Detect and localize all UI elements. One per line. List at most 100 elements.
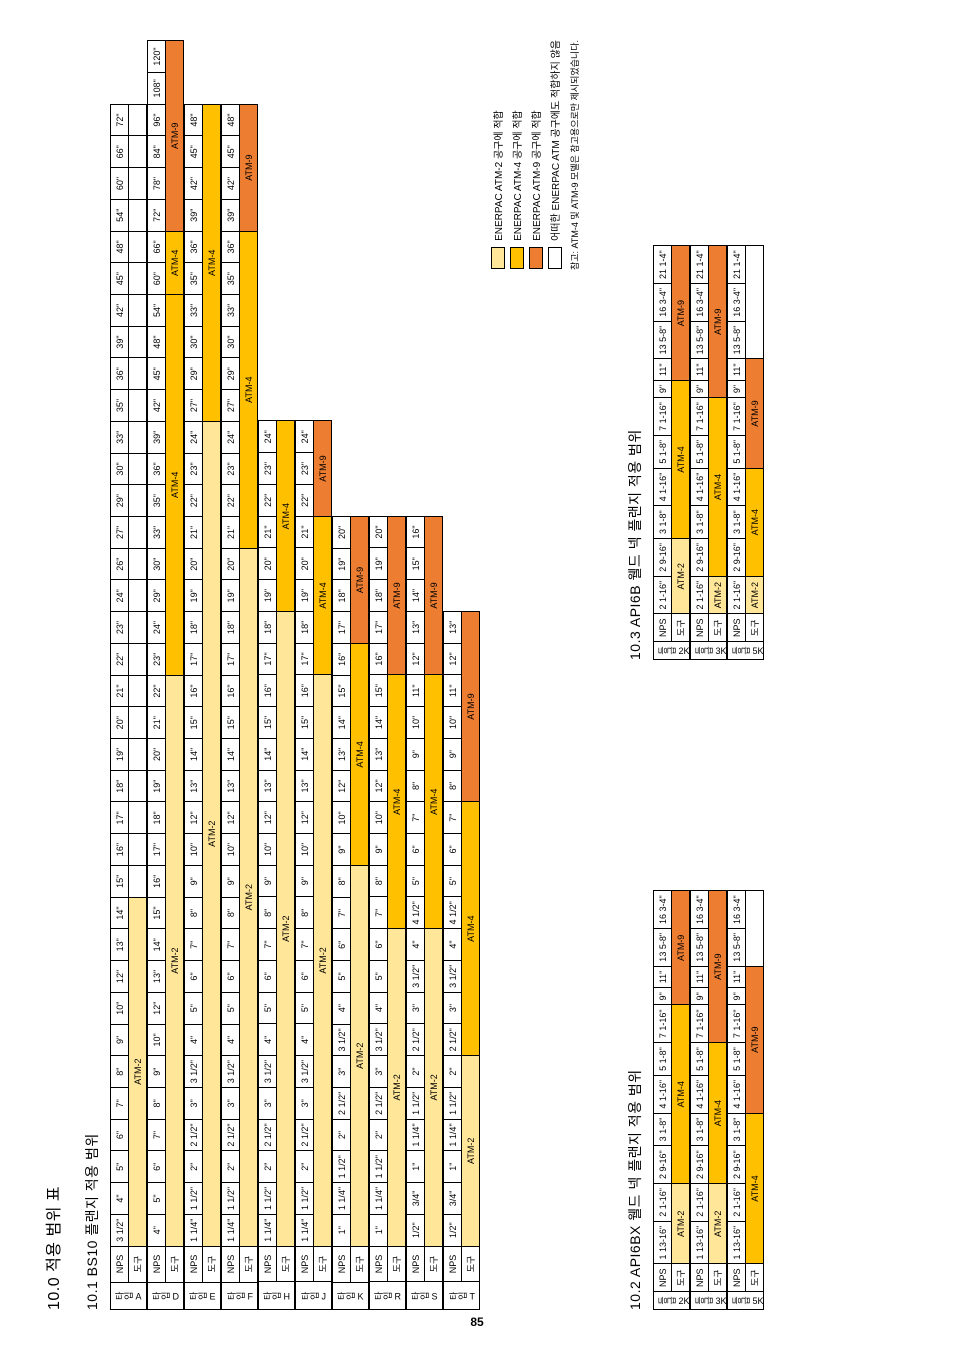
size-cell: 3" bbox=[222, 1087, 240, 1119]
size-cell: 16" bbox=[296, 675, 314, 707]
api6b-container: 등급 2KNPS2 1-16"2 9-16"3 1-8"4 1-16"5 1-8… bbox=[653, 40, 764, 660]
size-cell: 6" bbox=[333, 929, 351, 961]
size-cell: 4 1-16" bbox=[691, 1075, 709, 1113]
tool-range-cell: ATM-4 bbox=[746, 1113, 764, 1264]
size-cell: 16 3-4" bbox=[728, 283, 746, 321]
size-cell: 17" bbox=[222, 643, 240, 675]
size-cell: 24" bbox=[111, 580, 129, 612]
size-cell: 33" bbox=[185, 295, 203, 327]
size-cell: 8" bbox=[185, 897, 203, 929]
size-cell: 36" bbox=[185, 231, 203, 263]
tool-range-cell: ATM-2 bbox=[388, 929, 406, 1246]
size-cell: 10" bbox=[222, 834, 240, 866]
size-cell: 13" bbox=[444, 611, 462, 643]
api-grade-label: 등급 3K bbox=[691, 642, 727, 660]
size-cell: 60" bbox=[111, 168, 129, 200]
bs10-type-label: 타입 R bbox=[370, 1282, 406, 1310]
size-cell: 1" bbox=[370, 1214, 388, 1246]
empty-cell bbox=[129, 199, 147, 231]
size-cell: 6" bbox=[407, 833, 425, 865]
size-cell: 48" bbox=[222, 104, 240, 136]
size-cell: 1 1/2" bbox=[222, 1183, 240, 1215]
bs10-type-label: 타입 J bbox=[296, 1282, 332, 1310]
size-cell: 45" bbox=[222, 136, 240, 168]
size-cell: 72" bbox=[148, 199, 166, 231]
size-cell: 16" bbox=[111, 834, 129, 866]
size-cell: 5" bbox=[370, 960, 388, 992]
empty-cell bbox=[129, 168, 147, 200]
size-cell: 12" bbox=[296, 802, 314, 834]
size-cell: 7" bbox=[407, 802, 425, 834]
size-cell: 23" bbox=[148, 643, 166, 675]
size-cell: 15" bbox=[296, 707, 314, 739]
tool-range-cell: ATM-2 bbox=[314, 675, 332, 1246]
size-cell: 18" bbox=[148, 802, 166, 834]
size-cell: 13" bbox=[407, 611, 425, 643]
size-cell: 9" bbox=[222, 865, 240, 897]
size-cell: 19" bbox=[370, 548, 388, 580]
size-cell: 3 1/2" bbox=[444, 960, 462, 992]
size-cell: 3 1-8" bbox=[654, 1113, 672, 1146]
size-cell: 12" bbox=[370, 770, 388, 802]
size-cell: 2" bbox=[296, 1151, 314, 1183]
tool-range-cell: ATM-2 bbox=[672, 1184, 690, 1264]
empty-cell bbox=[129, 770, 147, 802]
tool-label: 도구 bbox=[351, 1246, 369, 1282]
tool-range-cell: ATM-2 bbox=[425, 929, 443, 1246]
size-cell: 36" bbox=[222, 231, 240, 263]
size-cell: 39" bbox=[185, 199, 203, 231]
nps-label: NPS bbox=[259, 1246, 277, 1282]
size-cell: 8" bbox=[222, 897, 240, 929]
size-cell: 36" bbox=[148, 453, 166, 485]
empty-cell bbox=[129, 231, 147, 263]
size-cell: 15" bbox=[370, 675, 388, 707]
size-cell: 5" bbox=[444, 865, 462, 897]
size-cell: 54" bbox=[111, 199, 129, 231]
size-cell: 9" bbox=[296, 865, 314, 897]
size-cell: 48" bbox=[148, 326, 166, 358]
size-cell: 22" bbox=[185, 485, 203, 517]
size-cell: 17" bbox=[333, 612, 351, 644]
size-cell: 8" bbox=[148, 1087, 166, 1119]
size-cell: 3" bbox=[370, 1056, 388, 1088]
api-grade-label: 등급 2K bbox=[654, 1292, 690, 1310]
bs10-type-label: 타입 E bbox=[185, 1282, 221, 1309]
size-cell: 7" bbox=[185, 929, 203, 961]
size-cell: 1 1/4" bbox=[185, 1214, 203, 1246]
size-cell: 14" bbox=[185, 739, 203, 771]
size-cell: 14" bbox=[111, 897, 129, 929]
size-cell: 96" bbox=[148, 104, 166, 136]
size-cell: 10" bbox=[444, 707, 462, 739]
size-cell: 18" bbox=[111, 770, 129, 802]
size-cell: 36" bbox=[111, 358, 129, 390]
size-cell: 1 1/2" bbox=[333, 1151, 351, 1183]
size-cell: 20" bbox=[148, 739, 166, 771]
size-cell: 10" bbox=[259, 833, 277, 865]
size-cell: 20" bbox=[333, 517, 351, 549]
bs10-table-F: 타입 FNPS1 1/4"1 1/2"2"2 1/2"3"3 1/2"4"5"6… bbox=[221, 40, 258, 1310]
size-cell: 12" bbox=[185, 802, 203, 834]
nps-label: NPS bbox=[407, 1246, 425, 1282]
size-cell: 21 1-4" bbox=[728, 246, 746, 284]
size-cell: 4 1-16" bbox=[691, 468, 709, 506]
size-cell: 1" bbox=[407, 1151, 425, 1183]
size-cell: 11" bbox=[654, 359, 672, 381]
bs10-table-E: 타입 ENPS1 1/4"1 1/2"2"2 1/2"3"3 1/2"4"5"6… bbox=[184, 40, 221, 1310]
tool-range-cell: ATM-4 bbox=[709, 398, 727, 577]
size-cell: 11" bbox=[654, 966, 672, 988]
size-cell: 10" bbox=[111, 992, 129, 1024]
size-cell: 1 1/2" bbox=[259, 1183, 277, 1215]
size-cell: 35" bbox=[185, 263, 203, 295]
size-cell: 16" bbox=[259, 675, 277, 707]
size-cell: 2" bbox=[407, 1056, 425, 1088]
bs10-table-H: 타입 HNPS1 1/4"1 1/2"2"2 1/2"3"3 1/2"4"5"6… bbox=[258, 40, 295, 1310]
api6bx-container: 등급 2KNPS1 13-16"2 1-16"2 9-16"3 1-8"4 1-… bbox=[653, 690, 764, 1310]
tool-range-cell: ATM-4 bbox=[240, 231, 258, 548]
tool-range-cell: ATM-2 bbox=[709, 1184, 727, 1264]
bs10-type-label: 타입 H bbox=[259, 1282, 295, 1310]
size-cell: 8" bbox=[370, 865, 388, 897]
size-cell: 11" bbox=[444, 675, 462, 707]
size-cell: 13 5-8" bbox=[691, 321, 709, 359]
size-cell: 3 1/2" bbox=[370, 1024, 388, 1056]
size-cell: 21" bbox=[185, 517, 203, 549]
